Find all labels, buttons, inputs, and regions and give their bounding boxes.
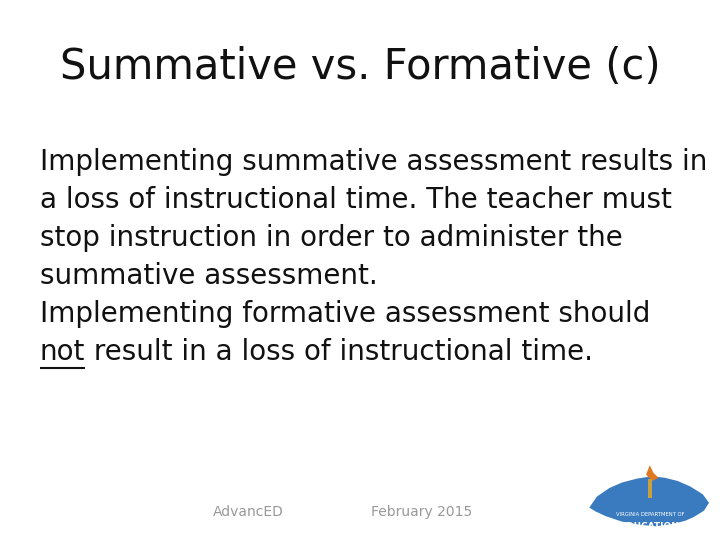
Text: VIRGINIA DEPARTMENT OF: VIRGINIA DEPARTMENT OF [616,512,684,517]
Bar [648,480,652,498]
Text: not: not [40,338,85,366]
Polygon shape [646,465,659,481]
Text: a loss of instructional time. The teacher must: a loss of instructional time. The teache… [40,186,672,214]
Text: AdvancED: AdvancED [213,505,284,519]
Text: summative assessment.: summative assessment. [40,262,377,290]
Text: February 2015: February 2015 [371,505,472,519]
Text: Implementing formative assessment should: Implementing formative assessment should [40,300,650,328]
Text: EDUCATION: EDUCATION [621,522,679,531]
Polygon shape [589,476,709,526]
Text: Summative vs. Formative (c): Summative vs. Formative (c) [60,46,660,88]
Text: result in a loss of instructional time.: result in a loss of instructional time. [85,338,593,366]
Text: Implementing summative assessment results in: Implementing summative assessment result… [40,148,707,177]
Text: stop instruction in order to administer the: stop instruction in order to administer … [40,224,622,252]
